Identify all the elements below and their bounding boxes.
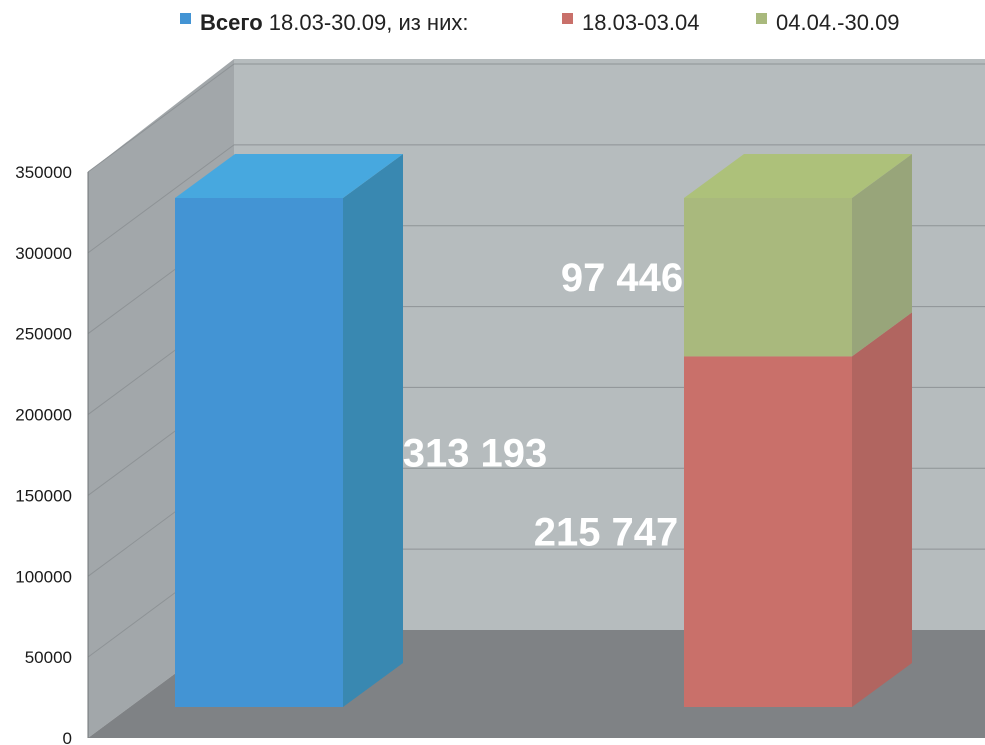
y-tick-label: 150000 (15, 486, 72, 505)
y-tick-label: 250000 (15, 325, 72, 344)
legend-swatch (180, 13, 191, 24)
bar-p2-top (684, 154, 912, 198)
bar-total-top (175, 154, 403, 198)
y-tick-label: 300000 (15, 244, 72, 263)
bar-p1 (684, 356, 852, 707)
bar-p1-side (852, 312, 912, 707)
legend-label-prefix: Всего (200, 10, 263, 35)
bar-p2 (684, 198, 852, 357)
legend-swatch (562, 13, 573, 24)
y-tick-label: 0 (63, 729, 72, 745)
y-tick-label: 100000 (15, 567, 72, 586)
data-label-p2: 97 446 (561, 256, 683, 300)
bar-p2-side (852, 154, 912, 357)
legend-label: 18.03-03.04 (582, 10, 699, 35)
bar-total (175, 198, 343, 707)
data-label-p1: 215 747 (534, 511, 679, 555)
legend-label-text: 18.03-30.09, из них: (263, 10, 469, 35)
legend-label: Всего 18.03-30.09, из них: (200, 10, 468, 35)
legend-item-p1: 18.03-03.04 (562, 10, 699, 35)
y-tick-label: 50000 (25, 648, 72, 667)
y-tick-label: 350000 (15, 163, 72, 182)
legend-item-p2: 04.04.-30.09 (756, 10, 900, 35)
legend-label-text: 04.04.-30.09 (776, 10, 900, 35)
bar-total-side (343, 154, 403, 707)
legend-item-total: Всего 18.03-30.09, из них: (180, 10, 468, 35)
gridline (87, 144, 985, 254)
y-tick-label: 200000 (15, 406, 72, 425)
data-label-total: 313 193 (403, 432, 548, 476)
legend-swatch (756, 13, 767, 24)
legend-label: 04.04.-30.09 (776, 10, 900, 35)
legend-label-text: 18.03-03.04 (582, 10, 699, 35)
gridline (87, 63, 985, 173)
